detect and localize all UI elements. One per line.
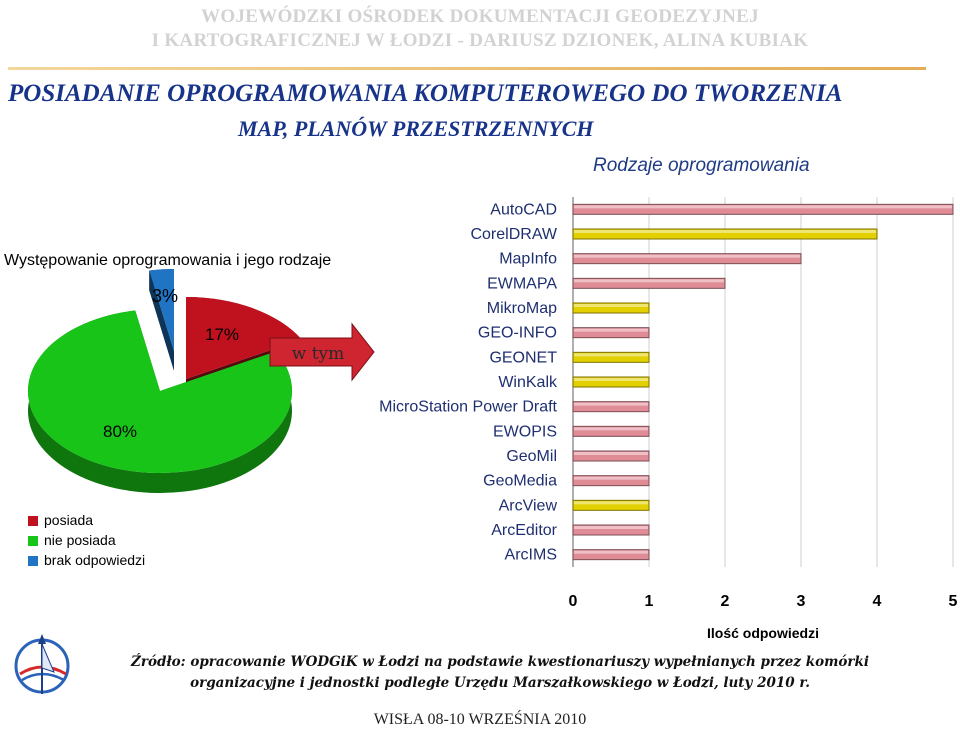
x-tick-label: 3 bbox=[797, 593, 806, 610]
pie-chart-title: Występowanie oprogramowania i jego rodza… bbox=[4, 252, 332, 269]
bar-highlight bbox=[574, 230, 876, 233]
bar-category-label: GeoMil bbox=[506, 448, 557, 465]
header-line-1: WOJEWÓDZKI OŚRODEK DOKUMENTACJI GEODEZYJ… bbox=[201, 6, 759, 27]
x-tick-label: 0 bbox=[569, 593, 578, 610]
legend-label-brak-odpowiedzi: brak odpowiedzi bbox=[44, 552, 146, 568]
pie-slice-wall bbox=[149, 270, 174, 371]
bar-category-label: ArcIMS bbox=[505, 547, 557, 564]
bar-highlight bbox=[574, 304, 648, 307]
pie-label-nie-posiada: 80% bbox=[103, 422, 137, 441]
bar-arcview bbox=[572, 499, 650, 511]
bar-category-label: ArcView bbox=[499, 497, 558, 514]
pie-chart: 17% 80% 3% bbox=[28, 269, 302, 493]
source-line-2: organizacyjne i jednostki podległe Urzęd… bbox=[190, 675, 810, 691]
wodgik-logo-icon bbox=[14, 634, 70, 694]
bar-highlight bbox=[574, 550, 648, 554]
legend-swatch-nie-posiada bbox=[28, 536, 38, 547]
bar-geonet bbox=[572, 351, 650, 363]
pie-slice-brak-odpowiedzi bbox=[149, 269, 174, 371]
bar-winkalk bbox=[572, 376, 650, 388]
footer-event: WISŁA 08-10 WRZEŚNIA 2010 bbox=[373, 711, 587, 728]
header-divider bbox=[8, 67, 926, 70]
x-axis-label: Ilość odpowiedzi bbox=[707, 625, 819, 641]
source-note: Źródło: opracowanie WODGiK w Łodzi na po… bbox=[100, 652, 900, 694]
header-line-2: I KARTOGRAFICZNEJ W ŁODZI - DARIUSZ DZIO… bbox=[151, 30, 809, 51]
bar-category-label: ArcEditor bbox=[491, 522, 557, 539]
bar-highlight bbox=[574, 378, 648, 381]
bar-ewmapa bbox=[572, 277, 726, 289]
arrow-label: w tym bbox=[292, 344, 345, 364]
bar-microstation-power-draft bbox=[572, 401, 650, 413]
bar-category-label: GEONET bbox=[489, 349, 557, 366]
bar-category-label: MikroMap bbox=[487, 300, 557, 317]
bar-geomedia bbox=[572, 475, 650, 487]
bar-chart-title: Rodzaje oprogramowania bbox=[593, 155, 810, 176]
bar-highlight bbox=[574, 476, 648, 480]
bar-arcims bbox=[572, 549, 650, 561]
pie-slice-top bbox=[186, 297, 302, 379]
x-tick-label: 2 bbox=[721, 593, 730, 610]
bar-highlight bbox=[574, 205, 952, 209]
bar-highlight bbox=[574, 427, 648, 431]
bar-chart: AutoCAD CorelDRAW MapInfo EWMAPA MikroMap GEO… bbox=[379, 197, 958, 641]
bar-highlight bbox=[574, 328, 648, 332]
bar-geomil bbox=[572, 450, 650, 462]
x-tick-label: 5 bbox=[949, 593, 958, 610]
page-title-line-2: MAP, PLANÓW PRZESTRZENNYCH bbox=[238, 116, 594, 141]
bar-autocad bbox=[572, 203, 954, 215]
pie-slice-top bbox=[149, 269, 174, 351]
bar-category-label: EWOPIS bbox=[493, 423, 557, 440]
bar-highlight bbox=[574, 452, 648, 455]
bar-category-label: GEO-INFO bbox=[478, 325, 557, 342]
bar-ewopis bbox=[572, 425, 650, 437]
legend-item-posiada: posiada bbox=[28, 512, 93, 528]
legend-swatch-brak-odpowiedzi bbox=[28, 556, 38, 567]
x-tick-label: 1 bbox=[645, 593, 654, 610]
pie-label-brak-odpowiedzi: 3% bbox=[152, 286, 178, 306]
bar-mikromap bbox=[572, 302, 650, 314]
legend-item-nie-posiada: nie posiada bbox=[28, 532, 116, 548]
x-tick-label: 4 bbox=[873, 593, 882, 610]
source-line-1: Źródło: opracowanie WODGiK w Łodzi na po… bbox=[131, 654, 869, 670]
bar-category-label: CorelDRAW bbox=[470, 226, 557, 243]
pie-label-posiada: 17% bbox=[205, 325, 239, 344]
bar-mapinfo bbox=[572, 253, 802, 265]
bar-highlight bbox=[574, 402, 648, 406]
bar-category-label: GeoMedia bbox=[483, 473, 557, 490]
bar-geo-info bbox=[572, 327, 650, 339]
legend-label-posiada: posiada bbox=[44, 512, 94, 528]
legend-label-nie-posiada: nie posiada bbox=[44, 532, 116, 548]
bar-highlight bbox=[574, 279, 724, 283]
bar-category-label: AutoCAD bbox=[490, 201, 557, 218]
right-arrow-icon: w tym bbox=[269, 322, 375, 382]
bar-category-label: WinKalk bbox=[498, 374, 558, 391]
bar-category-label: EWMAPA bbox=[487, 275, 557, 292]
bar-highlight bbox=[574, 501, 648, 505]
bar-highlight bbox=[574, 254, 800, 258]
bar-highlight bbox=[574, 526, 648, 529]
legend-item-brak-odpowiedzi: brak odpowiedzi bbox=[28, 552, 145, 568]
bar-category-label: MicroStation Power Draft bbox=[379, 399, 557, 416]
pie-slice-nie-posiada bbox=[28, 310, 293, 493]
bar-category-label: MapInfo bbox=[499, 251, 557, 268]
page-title-line-1: POSIADANIE OPROGRAMOWANIA KOMPUTEROWEGO … bbox=[8, 80, 843, 107]
bar-arceditor bbox=[572, 524, 650, 536]
legend-swatch-posiada bbox=[28, 516, 38, 527]
bar-coreldraw bbox=[572, 228, 878, 240]
bar-highlight bbox=[574, 353, 648, 357]
pie-slice-top bbox=[28, 310, 293, 474]
